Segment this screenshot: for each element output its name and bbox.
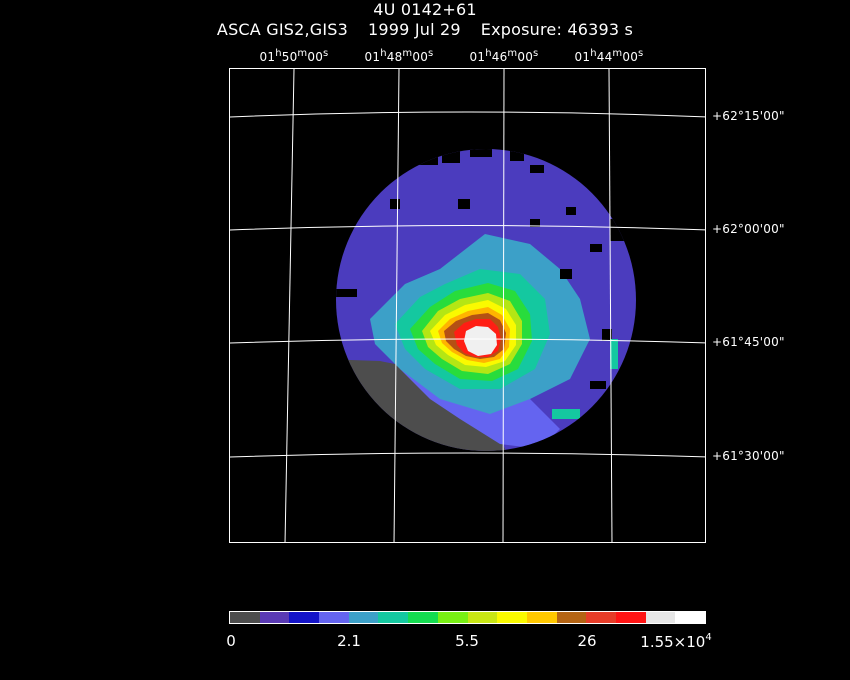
colorbar-swatch (675, 612, 705, 623)
colorbar-tick-label: 26 (577, 632, 597, 650)
ra-tick-label: 01h46m00s (469, 48, 539, 64)
colorbar-swatch (230, 612, 260, 623)
exposure-label: Exposure: 46393 s (480, 20, 634, 39)
dec-grid-line (230, 452, 705, 458)
colorbar-swatch (556, 612, 587, 623)
colorbar-swatch (586, 612, 616, 623)
source-core (464, 326, 497, 356)
dec-tick-label: +62°15'00" (712, 109, 785, 123)
colorbar-swatch (437, 612, 468, 623)
colorbar-max-label: 1.55×104 (640, 632, 712, 651)
dec-tick-label: +62°00'00" (712, 222, 785, 236)
edge-patch (552, 409, 580, 419)
plot-title-observation: ASCA GIS2,GIS3 1999 Jul 29 Exposure: 46393… (0, 21, 850, 39)
xray-sky-image (229, 68, 706, 543)
edge-patch (610, 339, 618, 369)
colorbar-tick-label: 0 (226, 632, 236, 650)
colorbar-swatch (378, 612, 409, 623)
colorbar-swatch (348, 612, 379, 623)
colorbar-swatch (615, 612, 646, 623)
ra-grid-line (284, 69, 295, 542)
dec-tick-label: +61°30'00" (712, 449, 785, 463)
colorbar-swatch (645, 612, 676, 623)
colorbar-swatch (408, 612, 438, 623)
instrument-label: ASCA GIS2,GIS3 (216, 20, 349, 39)
ra-grid-line (393, 69, 400, 542)
colorbar-tick-label: 5.5 (455, 632, 479, 650)
ra-grid-line (502, 69, 505, 542)
colorbar-swatch (289, 612, 320, 623)
ra-tick-label: 01h44m00s (574, 48, 644, 64)
colorbar-swatch (259, 612, 290, 623)
ra-grid-line (608, 69, 613, 542)
dec-grid-line (230, 111, 705, 118)
dec-grid-line (230, 225, 705, 231)
intensity-colorbar (229, 611, 706, 624)
colorbar-swatch (467, 612, 498, 623)
colorbar-swatch (319, 612, 349, 623)
date-label: 1999 Jul 29 (368, 20, 461, 39)
dec-tick-label: +61°45'00" (712, 335, 785, 349)
plot-title-object: 4U 0142+61 (373, 0, 477, 19)
colorbar-swatch (497, 612, 527, 623)
ra-tick-label: 01h48m00s (364, 48, 434, 64)
xray-intensity-map (336, 149, 636, 451)
colorbar-swatch (526, 612, 557, 623)
colorbar-tick-label: 2.1 (337, 632, 361, 650)
dec-grid-line (230, 338, 705, 344)
coordinate-grid (230, 69, 705, 542)
ra-tick-label: 01h50m00s (259, 48, 329, 64)
